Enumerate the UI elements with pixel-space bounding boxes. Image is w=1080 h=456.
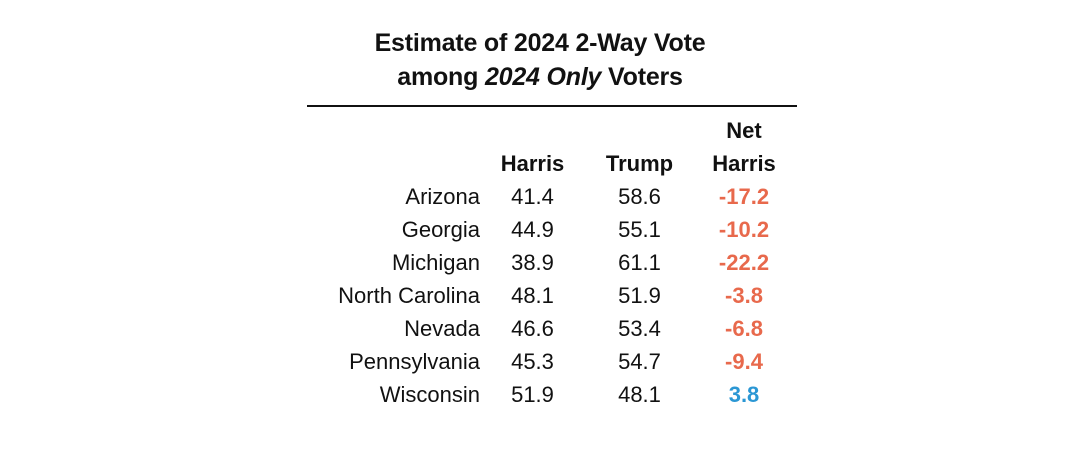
net-harris-value: -9.4: [725, 349, 763, 374]
net-harris-value: 3.8: [728, 382, 760, 407]
state-name: Michigan: [391, 250, 480, 275]
harris-value: 44.9: [511, 217, 554, 242]
header-row: Harris Trump Net Harris: [300, 114, 794, 180]
trump-value: 61.1: [618, 250, 661, 275]
state-name: North Carolina: [338, 283, 480, 308]
harris-value: 51.9: [511, 382, 554, 407]
table-row: Georgia 44.9 55.1 -10.2: [300, 213, 794, 246]
harris-value: 41.4: [511, 184, 554, 209]
state-name: Georgia: [401, 217, 480, 242]
harris-value: 45.3: [511, 349, 554, 374]
table-row: North Carolina 48.1 51.9 -3.8: [300, 279, 794, 312]
header-trump: Trump: [605, 151, 674, 176]
net-harris-value: -22.2: [718, 250, 770, 275]
chart-title: Estimate of 2024 2-Way Vote among 2024 O…: [0, 26, 1080, 94]
vote-table: Harris Trump Net Harris Arizona 41.4 58.6…: [300, 114, 794, 411]
harris-value: 38.9: [511, 250, 554, 275]
state-name: Arizona: [405, 184, 480, 209]
title-line-2-suffix: Voters: [601, 63, 683, 91]
title-line-1: Estimate of 2024 2-Way Vote: [374, 29, 706, 57]
table-row: Michigan 38.9 61.1 -22.2: [300, 246, 794, 279]
title-divider: [307, 105, 797, 107]
header-net-line-2: Harris: [712, 151, 776, 176]
table-row: Nevada 46.6 53.4 -6.8: [300, 312, 794, 345]
title-line-2-emphasis: 2024 Only: [484, 63, 602, 91]
table-row: Pennsylvania 45.3 54.7 -9.4: [300, 345, 794, 378]
harris-value: 48.1: [511, 283, 554, 308]
title-line-2-prefix: among: [397, 63, 485, 91]
trump-value: 54.7: [618, 349, 661, 374]
state-name: Wisconsin: [379, 382, 480, 407]
table-row: Arizona 41.4 58.6 -17.2: [300, 180, 794, 213]
trump-value: 58.6: [618, 184, 661, 209]
trump-value: 53.4: [618, 316, 661, 341]
header-harris: Harris: [500, 151, 565, 176]
title-line-2: among 2024 Only Voters: [0, 60, 1080, 94]
net-harris-value: -3.8: [725, 283, 763, 308]
state-name: Nevada: [404, 316, 480, 341]
trump-value: 48.1: [618, 382, 661, 407]
harris-value: 46.6: [511, 316, 554, 341]
header-net-line-1: Net: [726, 118, 762, 143]
trump-value: 55.1: [618, 217, 661, 242]
net-harris-value: -17.2: [718, 184, 770, 209]
header-state: [300, 114, 480, 180]
net-harris-value: -6.8: [725, 316, 763, 341]
table-row: Wisconsin 51.9 48.1 3.8: [300, 378, 794, 411]
state-name: Pennsylvania: [349, 349, 480, 374]
net-harris-value: -10.2: [718, 217, 770, 242]
trump-value: 51.9: [618, 283, 661, 308]
header-net-harris: Net Harris: [694, 114, 794, 180]
